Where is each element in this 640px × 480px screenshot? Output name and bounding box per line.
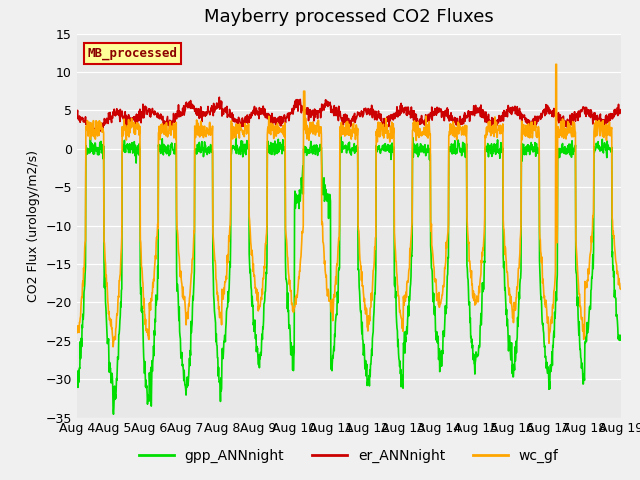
er_ANNnight <box>93 131 101 136</box>
er_ANNnight <box>181 108 189 114</box>
gpp_ANNnight <box>181 382 189 388</box>
Legend: gpp_ANNnight, er_ANNnight, wc_gf: gpp_ANNnight, er_ANNnight, wc_gf <box>133 443 564 468</box>
er_ANNnight <box>434 109 442 115</box>
wc_gf <box>505 286 513 291</box>
Y-axis label: CO2 Flux (urology/m2/s): CO2 Flux (urology/m2/s) <box>27 150 40 301</box>
gpp_ANNnight <box>195 147 202 153</box>
er_ANNnight <box>216 95 223 100</box>
Line: wc_gf: wc_gf <box>77 64 621 347</box>
Line: gpp_ANNnight: gpp_ANNnight <box>77 135 621 414</box>
wc_gf <box>552 61 559 67</box>
wc_gf <box>434 291 442 297</box>
gpp_ANNnight <box>434 333 442 339</box>
gpp_ANNnight <box>617 336 625 342</box>
wc_gf <box>181 300 189 306</box>
er_ANNnight <box>255 105 263 110</box>
gpp_ANNnight <box>255 352 263 358</box>
wc_gf <box>553 240 561 246</box>
er_ANNnight <box>505 108 513 114</box>
wc_gf <box>109 344 117 349</box>
gpp_ANNnight <box>553 279 561 285</box>
Title: Mayberry processed CO2 Fluxes: Mayberry processed CO2 Fluxes <box>204 9 493 26</box>
gpp_ANNnight <box>73 373 81 379</box>
Line: er_ANNnight: er_ANNnight <box>77 97 621 133</box>
gpp_ANNnight <box>109 411 117 417</box>
er_ANNnight <box>195 107 202 112</box>
gpp_ANNnight <box>337 132 344 138</box>
er_ANNnight <box>553 113 561 119</box>
wc_gf <box>73 328 81 334</box>
er_ANNnight <box>617 107 625 113</box>
wc_gf <box>617 286 625 292</box>
Text: MB_processed: MB_processed <box>88 47 178 60</box>
wc_gf <box>195 120 202 126</box>
wc_gf <box>255 306 263 312</box>
gpp_ANNnight <box>505 340 513 346</box>
er_ANNnight <box>73 116 81 121</box>
